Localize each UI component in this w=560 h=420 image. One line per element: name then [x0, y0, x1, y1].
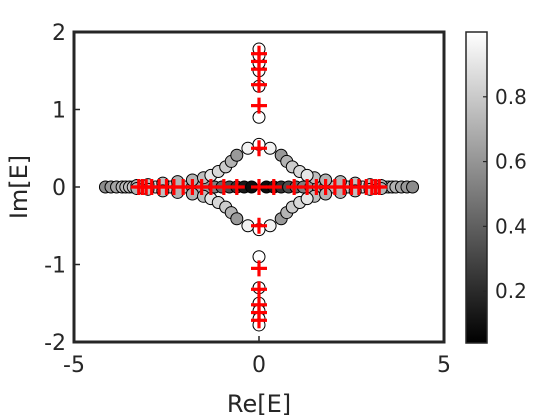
- colorbar-tick-label: 0.6: [495, 150, 527, 174]
- plus-marker: [228, 179, 245, 195]
- plus-marker: [251, 217, 267, 234]
- x-axis: -5 0 5: [63, 336, 451, 378]
- colorbar: 0.2 0.4 0.6 0.8: [465, 31, 527, 344]
- y-tick-label: -2: [44, 331, 66, 356]
- colorbar-tick-label: 0.2: [495, 279, 527, 303]
- plus-marker: [371, 179, 388, 195]
- x-tick-label: -5: [63, 353, 85, 378]
- y-axis: -2 -1 0 1 2: [44, 21, 80, 356]
- plus-marker: [251, 97, 267, 114]
- colorbar-gradient: [465, 31, 488, 344]
- x-tick-label: 0: [252, 353, 266, 378]
- y-tick-label: 0: [52, 176, 66, 201]
- y-tick-label: -1: [44, 254, 66, 279]
- plus-marker: [251, 281, 267, 298]
- y-tick-label: 1: [52, 99, 66, 124]
- circle-marker: [230, 148, 244, 162]
- colorbar-ticks: 0.2 0.4 0.6 0.8: [483, 85, 527, 303]
- plus-marker: [251, 140, 267, 157]
- y-axis-label: Im[E]: [5, 155, 33, 219]
- x-tick-label: 5: [437, 353, 451, 378]
- plus-marker: [251, 312, 267, 329]
- x-axis-label: Re[E]: [227, 390, 291, 418]
- plus-marker: [251, 45, 267, 62]
- plus-marker: [251, 76, 267, 93]
- plus-marker: [265, 179, 282, 195]
- colorbar-tick-label: 0.4: [495, 214, 527, 238]
- circle-marker: [406, 180, 420, 194]
- colorbar-tick-label: 0.8: [495, 85, 527, 109]
- plus-marker: [251, 260, 267, 277]
- plot-marks: [98, 42, 420, 332]
- circle-marker: [230, 212, 244, 226]
- y-tick-label: 2: [52, 21, 66, 46]
- plus-marker: [251, 179, 267, 195]
